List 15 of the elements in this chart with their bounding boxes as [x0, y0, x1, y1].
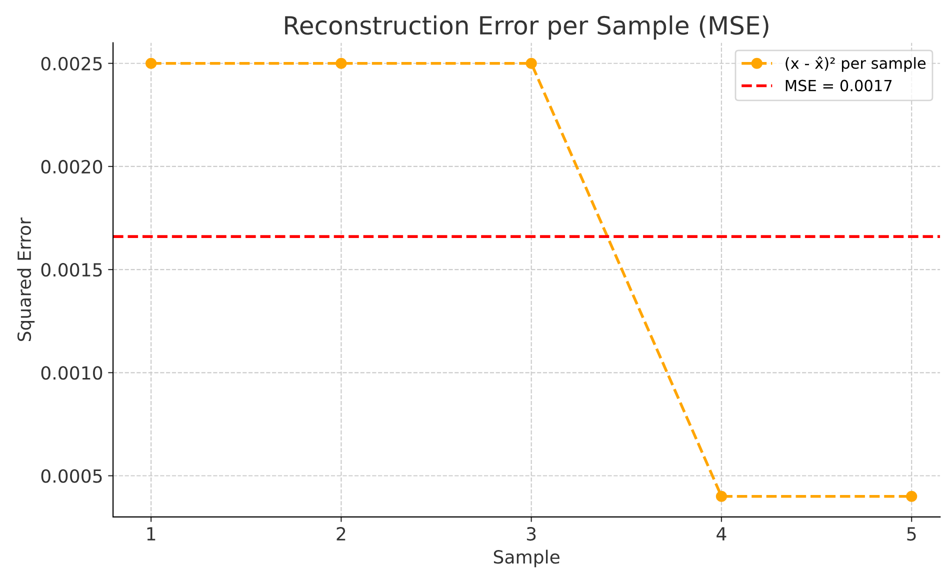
y-tick-label: 0.0020	[41, 160, 102, 174]
chart-title: Reconstruction Error per Sample (MSE)	[285, 15, 768, 40]
x-axis-title: Sample	[494, 550, 560, 568]
y-axis-title: Squared Error	[17, 217, 35, 342]
x-tick-label: 4	[716, 527, 726, 540]
y-tick-label: 0.0010	[41, 366, 102, 380]
legend-label: MSE = 0.0017	[786, 80, 892, 92]
y-tick-label: 0.0005	[41, 469, 102, 483]
legend-label: (x - x̂)² per sample	[786, 56, 926, 72]
x-tick-label: 5	[907, 527, 916, 541]
x-tick-label: 3	[526, 527, 536, 541]
x-tick-label: 1	[147, 527, 156, 540]
y-tick-label: 0.0025	[41, 56, 102, 70]
x-tick-label: 2	[336, 527, 346, 540]
y-tick-label: 0.0015	[41, 263, 102, 277]
